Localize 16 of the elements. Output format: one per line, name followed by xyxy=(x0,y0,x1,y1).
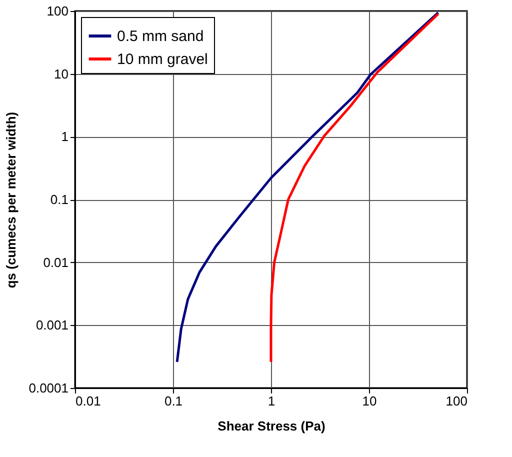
x-tick-label: 100 xyxy=(446,394,468,408)
y-tick-label: 0.01 xyxy=(43,254,68,270)
y-axis-title: qs (cumecs per meter width) xyxy=(4,112,19,288)
x-tick-label: 0.01 xyxy=(76,394,101,408)
y-tick-label: 0.1 xyxy=(50,192,68,207)
legend-label: 10 mm gravel xyxy=(117,51,208,68)
x-tick-label: 10 xyxy=(362,394,377,408)
legend-label: 0.5 mm sand xyxy=(117,28,204,45)
y-tick-label: 0.001 xyxy=(36,318,68,333)
x-tick-label: 0.1 xyxy=(164,394,183,408)
x-axis-title: Shear Stress (Pa) xyxy=(218,418,326,434)
y-tick-label: 10 xyxy=(54,66,68,82)
y-tick-label: 100 xyxy=(46,4,68,18)
y-tick-label: 1 xyxy=(61,129,68,144)
x-tick-label: 1 xyxy=(268,394,276,408)
y-tick-label: 0.0001 xyxy=(28,380,68,396)
